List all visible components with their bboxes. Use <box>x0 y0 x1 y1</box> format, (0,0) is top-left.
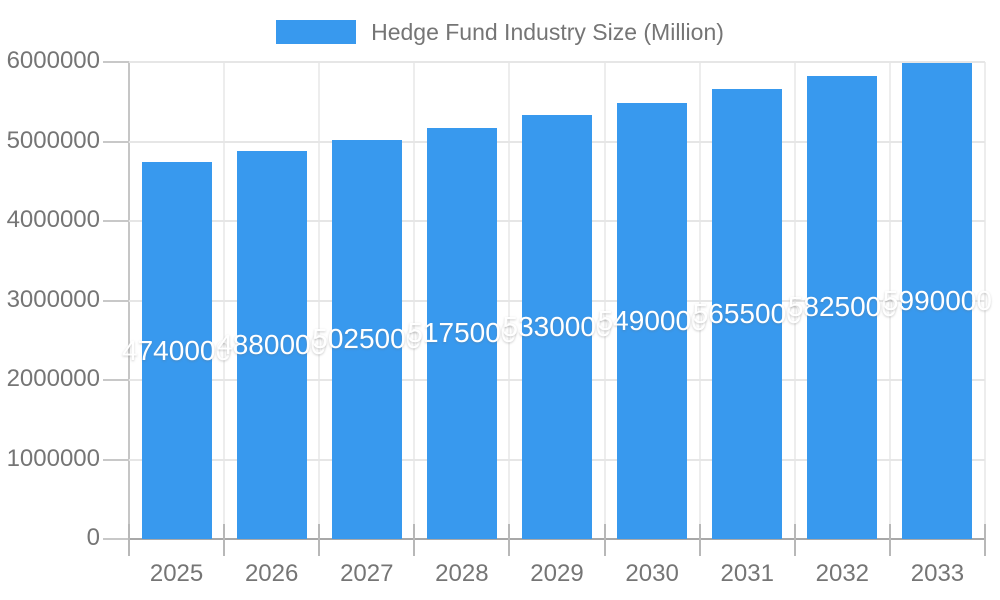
bar-value-label: 5825000 <box>787 291 897 323</box>
x-axis-label: 2025 <box>149 560 204 587</box>
x-axis-label: 2029 <box>530 560 584 587</box>
x-axis-label: 2033 <box>910 560 965 587</box>
y-axis-tick <box>103 458 129 461</box>
x-axis-tick <box>128 524 130 556</box>
bar[interactable] <box>902 62 973 539</box>
bar[interactable] <box>522 115 592 539</box>
y-axis-tick <box>103 379 129 381</box>
x-axis-label: 2027 <box>340 560 394 587</box>
y-axis-label: 2000000 <box>6 364 100 392</box>
bar[interactable] <box>141 162 212 539</box>
x-axis-label: 2026 <box>244 560 299 587</box>
y-axis-tick <box>103 220 129 222</box>
y-axis-label: 3000000 <box>6 285 100 313</box>
bar[interactable] <box>236 151 307 539</box>
bar[interactable] <box>426 127 497 539</box>
y-axis-label: 4000000 <box>6 205 100 233</box>
bar[interactable] <box>331 139 402 539</box>
y-axis-tick <box>103 299 129 302</box>
x-axis-tick <box>984 524 986 556</box>
x-axis-tick <box>508 524 511 556</box>
bar-value-label: 5330000 <box>502 311 612 343</box>
bar[interactable] <box>712 89 783 539</box>
bar-value-label: 5655000 <box>692 298 802 330</box>
y-axis-label: 6000000 <box>6 46 100 74</box>
x-axis-tick <box>223 524 226 556</box>
legend[interactable]: Hedge Fund Industry Size (Million) <box>0 14 1000 50</box>
legend-swatch <box>276 20 357 44</box>
y-axis-label: 5000000 <box>6 126 100 154</box>
x-axis-tick <box>793 524 796 556</box>
x-axis-label: 2028 <box>435 560 489 587</box>
y-axis-tick <box>103 538 129 540</box>
x-axis-tick <box>413 524 416 556</box>
bar-value-label: 5490000 <box>597 304 707 336</box>
bar[interactable] <box>807 75 878 539</box>
x-axis-label: 2032 <box>815 560 870 587</box>
x-axis-label: 2031 <box>720 560 774 587</box>
x-axis-tick <box>318 524 321 556</box>
y-axis-tick <box>103 140 129 143</box>
y-axis-label: 1000000 <box>6 444 100 472</box>
x-axis-tick <box>888 524 891 556</box>
h-gridline <box>129 61 985 63</box>
legend-series-label: Hedge Fund Industry Size (Million) <box>371 18 724 45</box>
x-axis-tick <box>698 524 701 556</box>
bar-value-label: 5175000 <box>407 317 517 349</box>
y-axis-label: 0 <box>86 523 100 551</box>
y-axis-tick <box>103 61 129 63</box>
x-axis-tick <box>603 524 606 556</box>
bar-value-label: 5990000 <box>882 284 992 316</box>
x-axis-label: 2030 <box>625 560 679 587</box>
bar-value-label: 4880000 <box>217 329 327 361</box>
v-gridline <box>984 62 986 539</box>
bar[interactable] <box>617 102 688 539</box>
bar-value-label: 5025000 <box>312 323 422 355</box>
bar-value-label: 4740000 <box>122 334 232 366</box>
x-axis-line <box>103 538 985 540</box>
